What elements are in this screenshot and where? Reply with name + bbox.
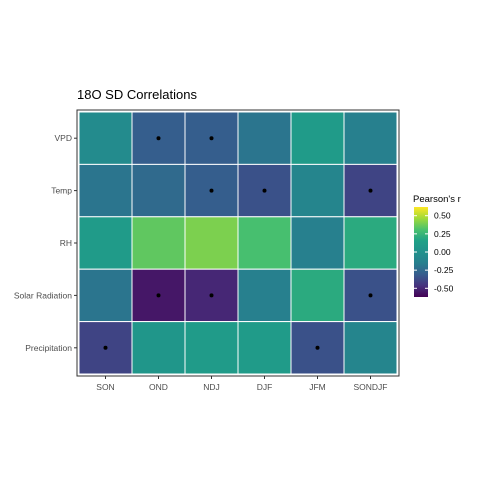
heatmap-cell xyxy=(184,321,239,375)
significance-dot xyxy=(368,293,373,298)
significance-dot xyxy=(103,345,108,350)
x-axis: SON OND NDJ DJF JFM SONDJF xyxy=(96,376,388,392)
y-axis: VPD Temp RH Solar Radiation Precipitation xyxy=(14,133,77,353)
significance-dot xyxy=(315,345,320,350)
significance-dot xyxy=(209,188,214,193)
heatmap-cell xyxy=(78,216,133,270)
x-tick-label: SON xyxy=(96,382,114,392)
significance-dot xyxy=(156,293,161,298)
heatmap-cell xyxy=(343,216,398,270)
y-tick-label: VPD xyxy=(55,133,72,143)
heatmap-cell xyxy=(184,216,239,270)
heatmap-cell xyxy=(78,163,133,218)
heatmap-cell xyxy=(290,111,345,165)
legend-tick-label: 0.50 xyxy=(434,211,451,221)
significance-dot xyxy=(368,188,373,193)
y-tick-label: RH xyxy=(60,238,72,248)
x-tick-label: JFM xyxy=(309,382,326,392)
x-tick-label: NDJ xyxy=(203,382,220,392)
x-tick-label: OND xyxy=(149,382,168,392)
significance-markers xyxy=(103,136,373,350)
heatmap-cell xyxy=(343,111,398,165)
legend-title: Pearson's r xyxy=(413,194,461,205)
heatmap-cell xyxy=(131,321,186,375)
heatmap-cell xyxy=(237,268,292,323)
heatmap-cell xyxy=(237,216,292,270)
significance-dot xyxy=(209,136,214,141)
legend-colorbar xyxy=(414,207,428,297)
y-tick-label: Precipitation xyxy=(25,343,72,353)
heatmap-cell xyxy=(343,321,398,375)
chart-title: 18O SD Correlations xyxy=(77,87,197,102)
heatmap-cell xyxy=(78,111,133,165)
heatmap-cell xyxy=(290,163,345,218)
legend-tick-label: 0.25 xyxy=(434,229,451,239)
legend-tick-label: -0.25 xyxy=(434,265,454,275)
heatmap-cell xyxy=(290,268,345,323)
heatmap-cell xyxy=(131,216,186,270)
heatmap-cell xyxy=(78,268,133,323)
x-tick-label: SONDJF xyxy=(354,382,388,392)
significance-dot xyxy=(156,136,161,141)
heatmap-cell xyxy=(237,321,292,375)
heatmap-cell xyxy=(290,216,345,270)
legend-tick-label: 0.00 xyxy=(434,247,451,257)
heatmap-cell xyxy=(237,111,292,165)
x-tick-label: DJF xyxy=(257,382,273,392)
y-tick-label: Solar Radiation xyxy=(14,290,72,300)
significance-dot xyxy=(209,293,214,298)
heatmap-cell xyxy=(131,163,186,218)
legend-tick-label: -0.50 xyxy=(434,283,454,293)
y-tick-label: Temp xyxy=(51,186,72,196)
significance-dot xyxy=(262,188,267,193)
heatmap-cells xyxy=(78,111,398,375)
legend: Pearson's r 0.50 0.25 0.00 -0.25 -0.50 xyxy=(413,194,461,297)
legend-ticks: 0.50 0.25 0.00 -0.25 -0.50 xyxy=(414,211,454,293)
